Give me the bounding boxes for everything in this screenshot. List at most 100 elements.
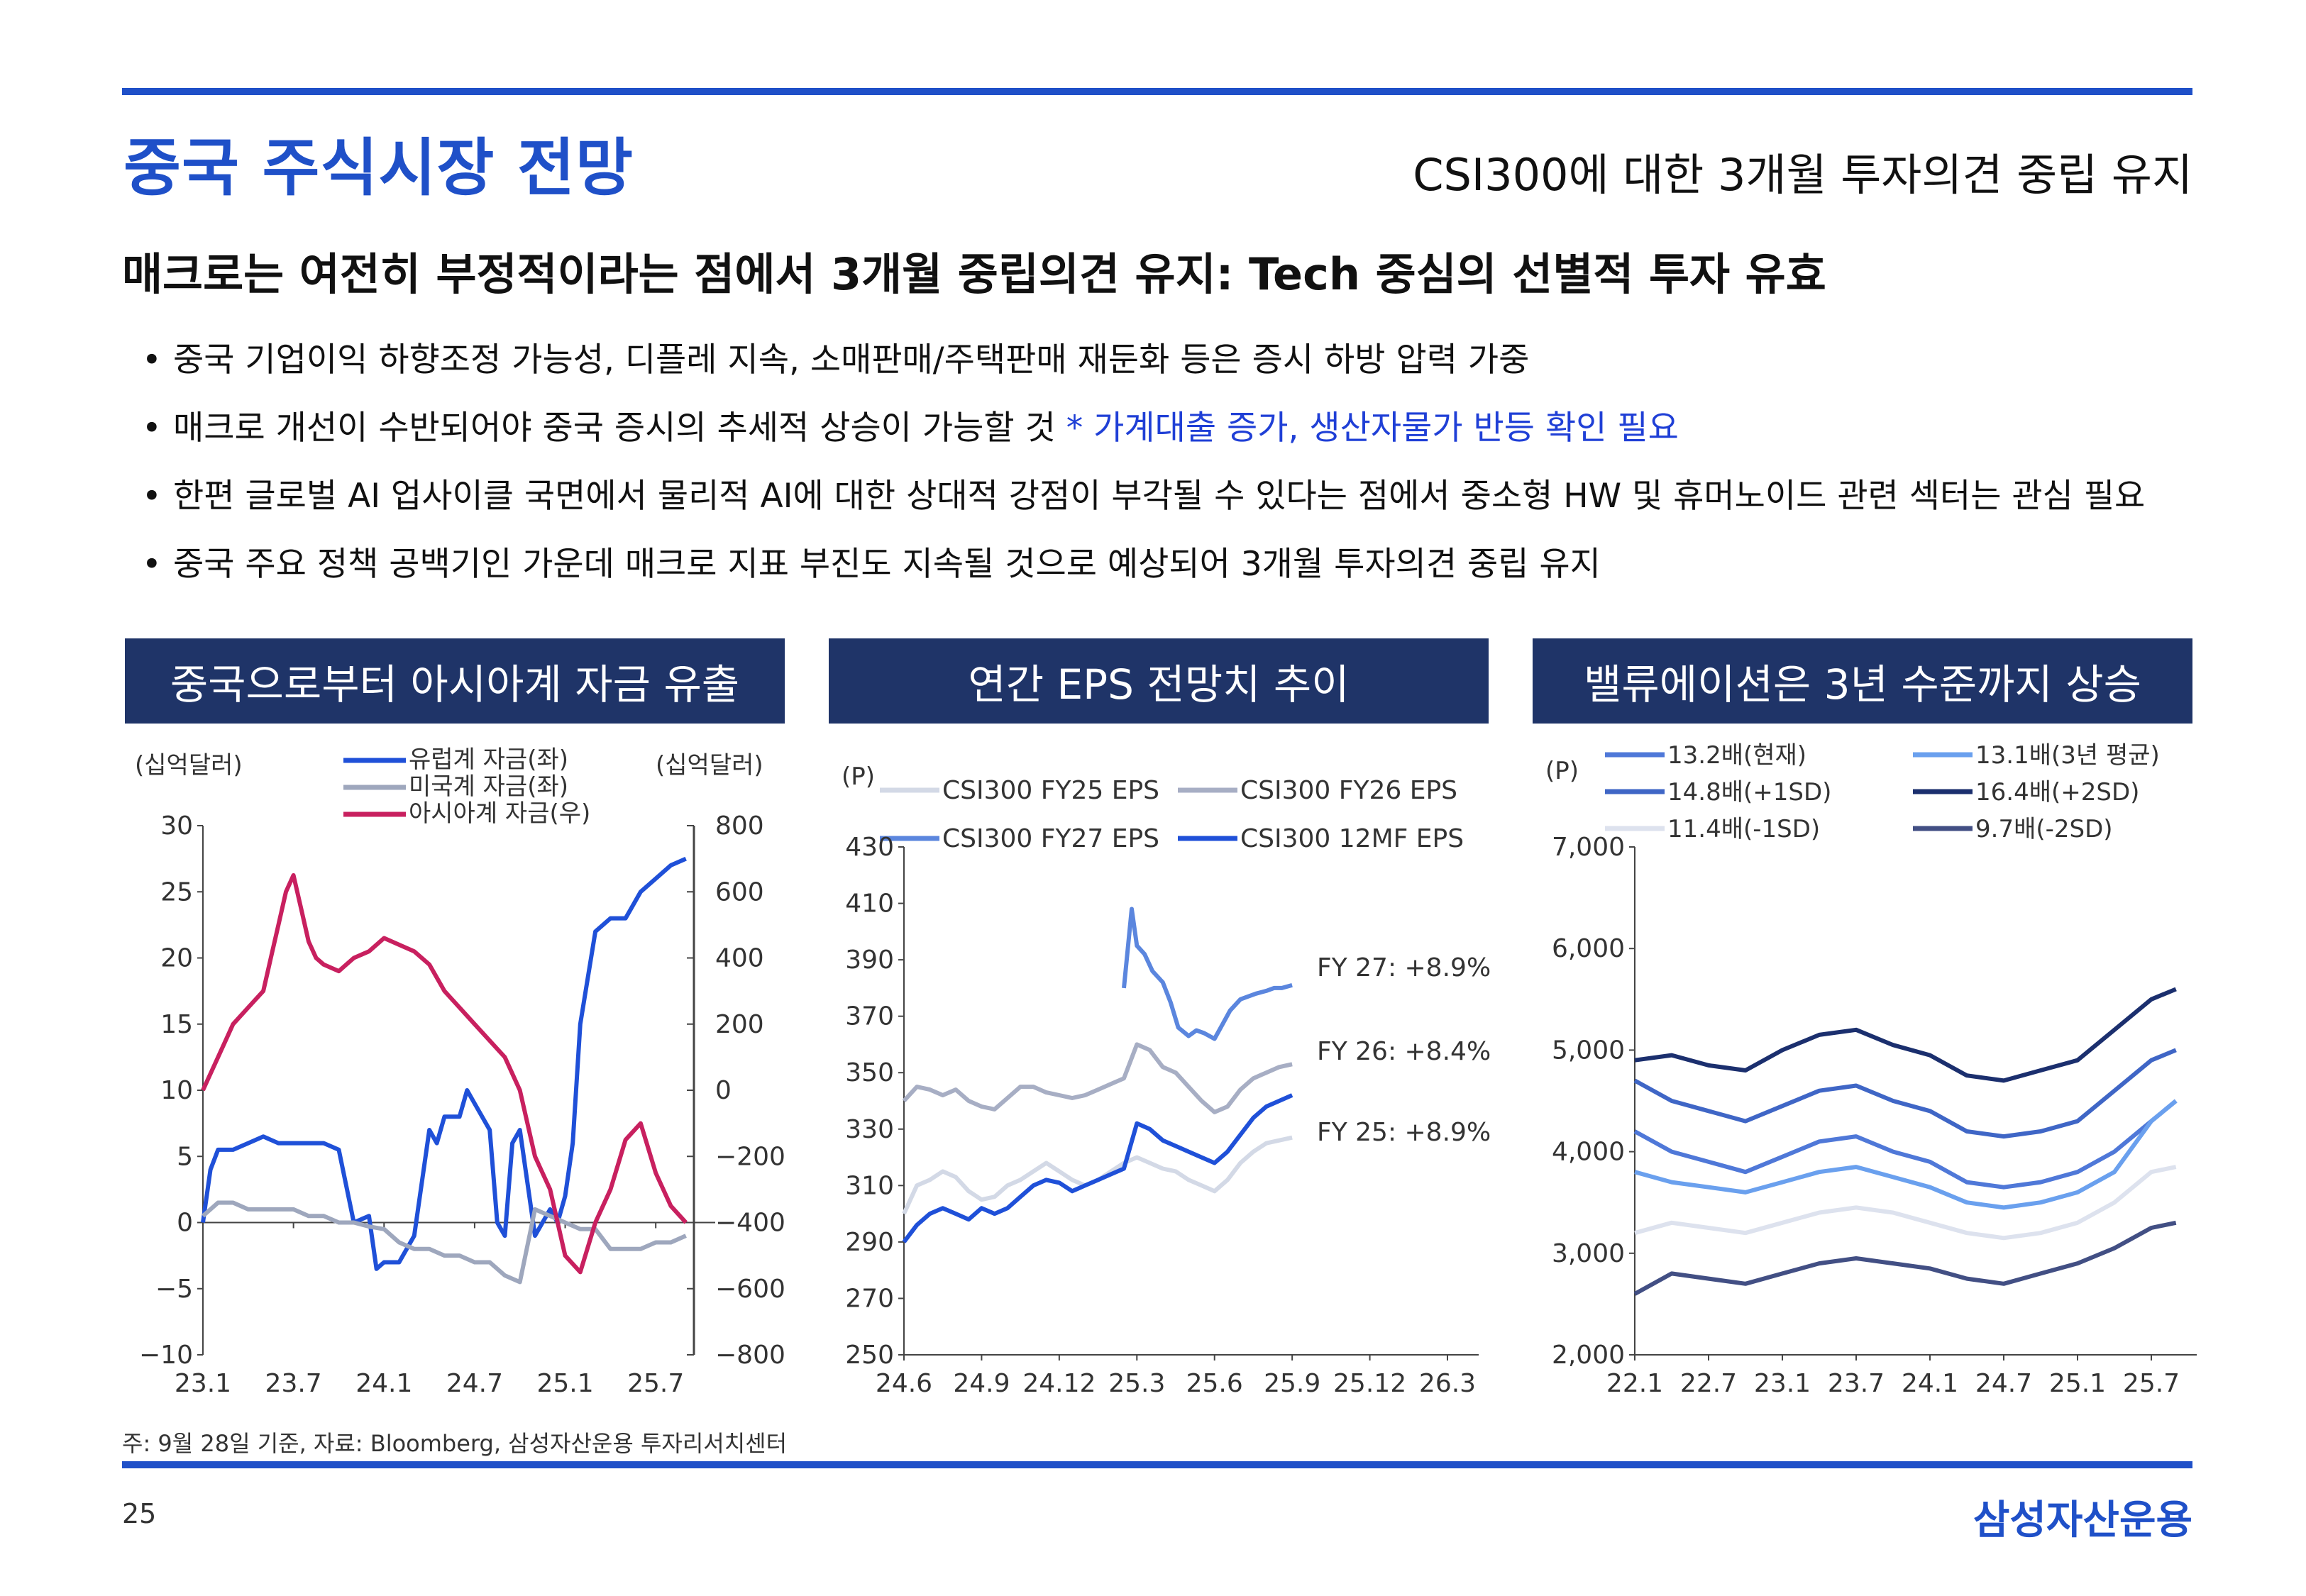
y-tick-label: 4,000 xyxy=(1552,1138,1625,1167)
series-line-2 xyxy=(201,872,688,1275)
y-tick-label: 330 xyxy=(845,1115,894,1144)
x-tick-label: 24.1 xyxy=(1902,1369,1958,1398)
y-unit-right: (십억달러) xyxy=(656,751,763,780)
bullet-highlight: * 가계대출 증가, 생산자물가 반등 확인 필요 xyxy=(1066,409,1679,448)
bottom-rule xyxy=(122,1461,2192,1468)
y-tick-label: 250 xyxy=(845,1341,894,1370)
x-tick-label: 23.1 xyxy=(1754,1369,1811,1398)
bullet-text: 매크로 개선이 수반되어야 중국 증시의 추세적 상승이 가능할 것 xyxy=(173,409,1066,448)
chart3-title: 밸류에이션은 3년 수준까지 상승 xyxy=(1533,638,2192,724)
x-tick-label: 24.6 xyxy=(876,1369,932,1398)
x-tick-label: 24.7 xyxy=(446,1369,503,1398)
y-tick-label-right: 600 xyxy=(715,877,764,907)
series-line-1 xyxy=(202,1200,687,1285)
y-tick-label: 270 xyxy=(845,1284,894,1313)
y-tick-label: 430 xyxy=(845,833,894,862)
series-line-3 xyxy=(902,1093,1293,1243)
top-rule xyxy=(122,88,2192,95)
y-tick-label: 10 xyxy=(160,1076,193,1105)
series-line-0 xyxy=(1633,1099,2178,1190)
y-tick-label: 3,000 xyxy=(1552,1239,1625,1268)
legend-label-12mf: CSI300 12MF EPS xyxy=(1240,824,1464,853)
legend-label-fy27: CSI300 FY27 EPS xyxy=(942,824,1159,853)
footnote: 주: 9월 28일 기준, 자료: Bloomberg, 삼성자산운용 투자리서… xyxy=(122,1430,788,1457)
y-tick-label: 5 xyxy=(177,1142,193,1171)
bullet-list: • 중국 기업이익 하향조정 가능성, 디플레 지속, 소매판매/주택판매 재둔화… xyxy=(142,326,2145,599)
x-tick-label: 23.1 xyxy=(175,1369,231,1398)
chart1-title: 중국으로부터 아시아계 자금 유출 xyxy=(125,638,785,724)
x-tick-label: 25.7 xyxy=(627,1369,684,1398)
y-tick-label-right: 0 xyxy=(715,1076,732,1105)
y-tick-label: 350 xyxy=(845,1058,894,1087)
series-line-3 xyxy=(1634,987,2177,1083)
bullet-text: 한편 글로벌 AI 업사이클 국면에서 물리적 AI에 대한 상대적 강점이 부… xyxy=(173,477,2146,516)
bullet-item: • 한편 글로벌 AI 업사이클 국면에서 물리적 AI에 대한 상대적 강점이 … xyxy=(142,462,2145,531)
series-line-2 xyxy=(1122,907,1293,1041)
y-tick-label-right: 800 xyxy=(715,811,764,841)
y-tick-label-right: 200 xyxy=(715,1010,764,1039)
bullet-item: • 매크로 개선이 수반되어야 중국 증시의 추세적 상승이 가능할 것 * 가계… xyxy=(142,394,2145,462)
legend-label-fy25: CSI300 FY25 EPS xyxy=(942,776,1159,805)
legend-label-current: 13.2배(현재) xyxy=(1667,741,1806,770)
axes: 30 25 20 15 10 5 0 −5 −10 800 600 400 200 0 −200 −400 −6… xyxy=(139,811,785,1398)
x-tick-label: 26.3 xyxy=(1419,1369,1476,1398)
series-lines xyxy=(1633,987,2178,1296)
x-tick-label: 25.1 xyxy=(2049,1369,2106,1398)
x-tick-label: 22.7 xyxy=(1680,1369,1737,1398)
y-tick-label: 6,000 xyxy=(1552,934,1625,963)
y-tick-label-right: −800 xyxy=(715,1341,785,1370)
y-tick-label: 7,000 xyxy=(1552,833,1625,862)
y-tick-label: 370 xyxy=(845,1002,894,1031)
y-tick-label: −10 xyxy=(139,1341,193,1370)
y-tick-label: 290 xyxy=(845,1228,894,1257)
legend: 13.2배(현재) 13.1배(3년 평균) 14.8배(+1SD) 16.4배… xyxy=(1605,741,2160,843)
x-tick-label: 24.9 xyxy=(953,1369,1010,1398)
y-tick-label-right: −400 xyxy=(715,1209,785,1238)
legend-label-plus1sd: 14.8배(+1SD) xyxy=(1667,778,1831,807)
legend-label-avg: 13.1배(3년 평균) xyxy=(1975,741,2160,770)
bullet-item: • 중국 주요 정책 공백기인 가운데 매크로 지표 부진도 지속될 것으로 예상… xyxy=(142,531,2145,599)
y-unit-left: (십억달러) xyxy=(135,751,243,780)
series-lines xyxy=(201,856,688,1285)
series-line-0 xyxy=(201,856,687,1271)
bullet-dot-icon: • xyxy=(142,409,162,448)
x-tick-label: 24.12 xyxy=(1022,1369,1096,1398)
y-tick-label: 15 xyxy=(160,1010,193,1039)
x-tick-label: 25.9 xyxy=(1264,1369,1320,1398)
y-tick-label: 390 xyxy=(845,946,894,975)
legend-label-plus2sd: 16.4배(+2SD) xyxy=(1975,778,2139,807)
x-tick-label: 23.7 xyxy=(1828,1369,1885,1398)
legend-label-minus2sd: 9.7배(-2SD) xyxy=(1975,815,2113,843)
bullet-dot-icon: • xyxy=(142,477,162,516)
page-number: 25 xyxy=(122,1498,157,1529)
series-lines xyxy=(902,907,1293,1243)
series-line-4 xyxy=(1634,1165,2177,1241)
series-line-1 xyxy=(902,1042,1293,1114)
x-tick-label: 25.12 xyxy=(1333,1369,1406,1398)
bullet-text: 중국 주요 정책 공백기인 가운데 매크로 지표 부진도 지속될 것으로 예상되… xyxy=(173,545,1601,584)
x-tick-label: 24.1 xyxy=(355,1369,412,1398)
y-tick-label-right: −200 xyxy=(715,1142,785,1171)
y-tick-label: 5,000 xyxy=(1552,1036,1625,1065)
y-tick-label: 20 xyxy=(160,944,193,973)
legend-label-minus1sd: 11.4배(-1SD) xyxy=(1667,815,1820,843)
y-tick-label: 410 xyxy=(845,890,894,919)
annotation-fy27: FY 27: +8.9% xyxy=(1317,953,1491,982)
y-tick-label: 0 xyxy=(177,1209,193,1238)
legend-label-us: 미국계 자금(좌) xyxy=(409,772,568,801)
y-tick-label: 30 xyxy=(160,811,193,841)
chart-asia-fund-flow: (십억달러) (십억달러) 유럽계 자금(좌) 미국계 자금(좌) 아시아계 자… xyxy=(135,746,785,1398)
bullet-dot-icon: • xyxy=(142,340,162,379)
x-tick-label: 22.1 xyxy=(1606,1369,1663,1398)
x-tick-label: 25.1 xyxy=(536,1369,593,1398)
chart-eps-forecast: (P) CSI300 FY25 EPS CSI300 FY26 EPS CSI3… xyxy=(842,763,1491,1398)
y-tick-label: 310 xyxy=(845,1171,894,1200)
x-tick-label: 25.7 xyxy=(2123,1369,2180,1398)
chart2-title: 연간 EPS 전망치 추이 xyxy=(829,638,1489,724)
bullet-text: 중국 기업이익 하향조정 가능성, 디플레 지속, 소매판매/주택판매 재둔화 … xyxy=(173,340,1530,379)
x-tick-label: 25.3 xyxy=(1108,1369,1165,1398)
y-unit: (P) xyxy=(1545,757,1579,785)
headline: 매크로는 여전히 부정적이라는 점에서 3개월 중립의견 유지: Tech 중심… xyxy=(122,248,1826,300)
legend-label-fy26: CSI300 FY26 EPS xyxy=(1240,776,1457,805)
